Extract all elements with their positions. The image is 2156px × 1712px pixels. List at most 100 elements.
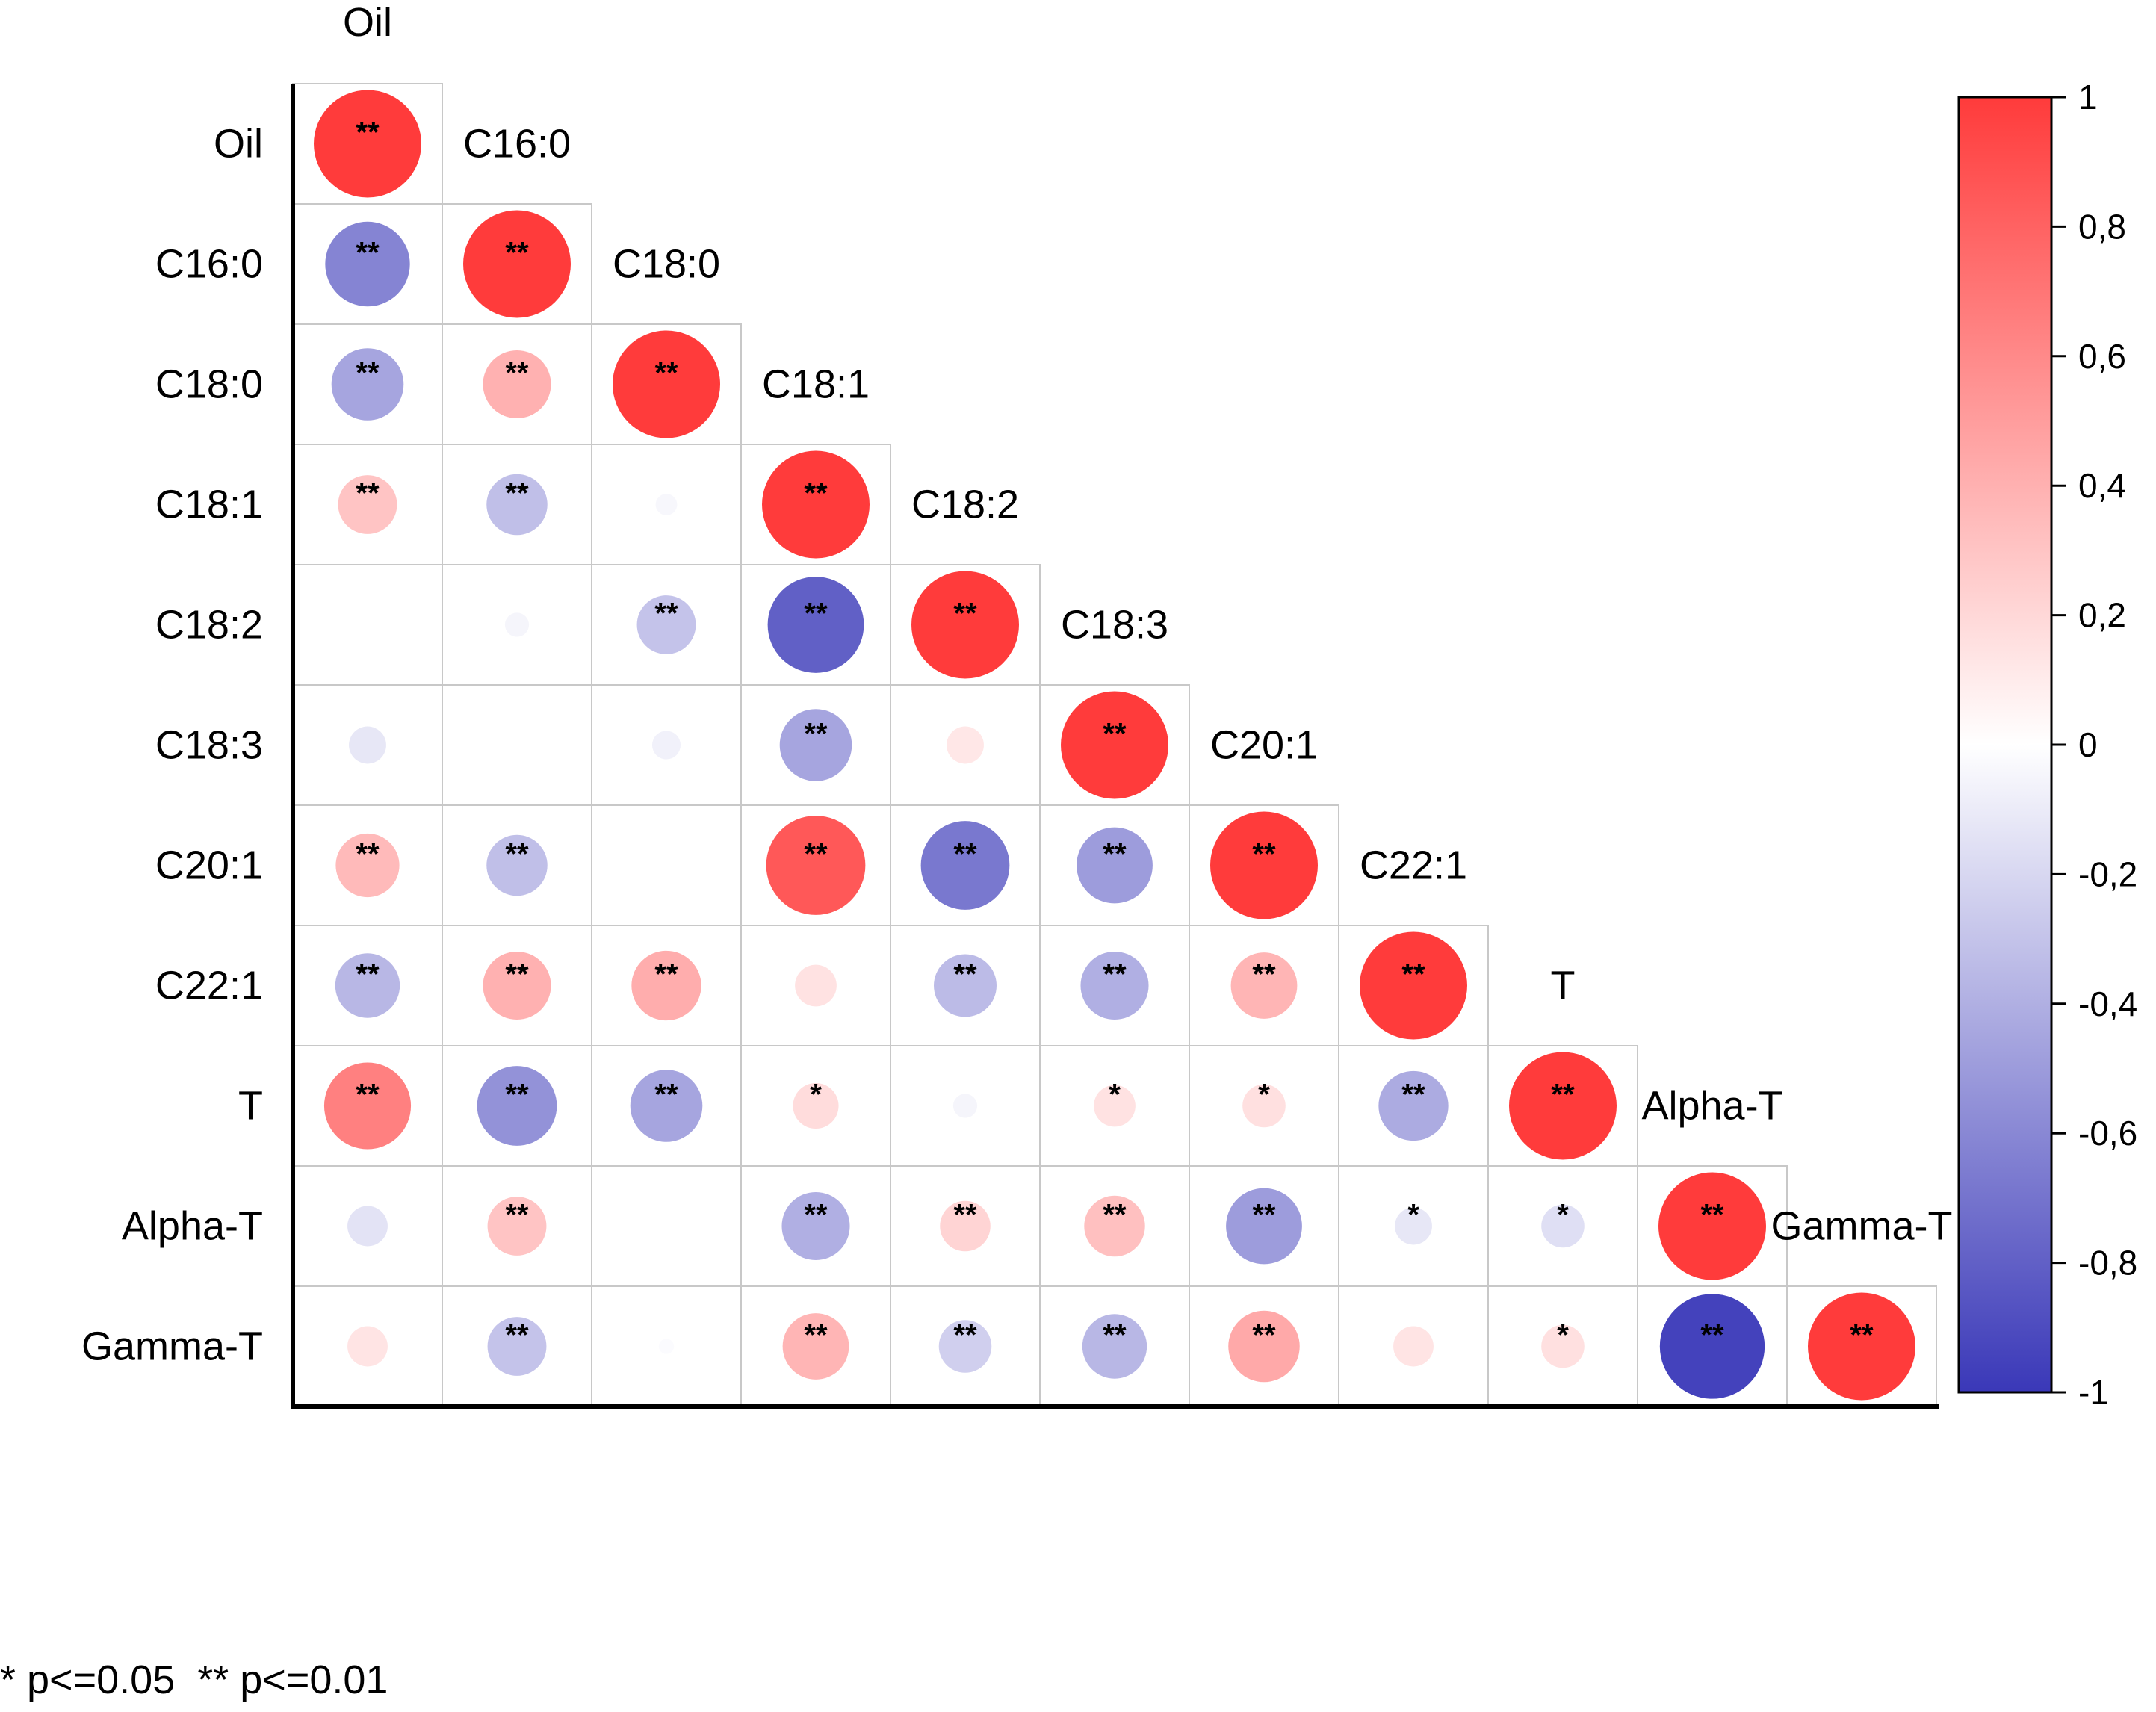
colorbar-tick-label: 0,8 <box>2078 207 2126 246</box>
significance-mark: ** <box>804 1199 828 1232</box>
corr-circle-T-C18:3 <box>1094 1085 1136 1127</box>
significance-mark: ** <box>356 1079 380 1111</box>
corr-circle-C18:2-C16:0 <box>504 612 530 637</box>
cell-C18:3-C16:0 <box>442 684 592 806</box>
corr-circle-C22:1-C20:1 <box>1230 952 1298 1019</box>
significance-mark: ** <box>1850 1319 1874 1352</box>
corr-circle-C20:1-Oil <box>335 833 400 898</box>
corr-circle-Alpha-T-C18:2 <box>940 1200 991 1252</box>
significance-footnote: * p<=0.05 ** p<=0.01 <box>0 1657 388 1702</box>
significance-mark: ** <box>1103 1199 1127 1232</box>
colorbar-gradient <box>1957 96 2053 1394</box>
corr-circle-C22:1-C18:3 <box>1080 951 1149 1020</box>
significance-mark: * <box>810 1079 822 1111</box>
row-label: Oil <box>214 122 263 167</box>
significance-mark: ** <box>1252 838 1276 871</box>
significance-mark: ** <box>654 357 678 390</box>
row-label: C16:0 <box>155 242 263 287</box>
significance-mark: ** <box>804 838 828 871</box>
significance-mark: ** <box>1103 838 1127 871</box>
corr-circle-C22:1-Oil <box>335 953 400 1018</box>
column-label: C18:1 <box>762 362 870 407</box>
cell-C18:2-Oil <box>292 564 443 686</box>
significance-mark: ** <box>1103 718 1127 751</box>
colorbar-tick-label: 0,6 <box>2078 337 2126 376</box>
column-label: C18:0 <box>613 242 720 287</box>
significance-mark: ** <box>505 237 529 270</box>
colorbar-tick-label: 0 <box>2078 725 2098 764</box>
significance-mark: ** <box>505 1319 529 1352</box>
significance-mark: ** <box>654 1079 678 1111</box>
significance-mark: ** <box>505 477 529 510</box>
correlation-grid: **** **** ** **** ** **** ** **** **** ** ** ** ** **… <box>292 83 1937 1407</box>
significance-mark: ** <box>356 117 380 149</box>
significance-mark: ** <box>356 477 380 510</box>
colorbar-tick-label: -0,6 <box>2078 1114 2137 1153</box>
corr-circle-C18:1-C18:0 <box>655 494 678 515</box>
corr-circle-T-C18:2 <box>952 1094 978 1118</box>
column-label: Alpha-T <box>1641 1084 1782 1129</box>
significance-mark: ** <box>654 958 678 991</box>
corr-circle-C20:1-C18:3 <box>1077 827 1153 904</box>
column-label: C22:1 <box>1360 843 1467 888</box>
significance-mark: ** <box>1103 1319 1127 1352</box>
column-label: Oil <box>343 0 392 45</box>
corr-circle-T-C18:1 <box>793 1082 839 1129</box>
corr-circle-C18:2-C18:0 <box>636 595 696 654</box>
significance-mark: ** <box>356 357 380 390</box>
significance-mark: ** <box>356 237 380 270</box>
corr-circle-C18:3-C18:0 <box>651 731 681 760</box>
corr-circle-C18:3-C18:3 <box>1061 691 1168 799</box>
corr-circle-C22:1-C16:0 <box>483 951 551 1020</box>
corr-circle-C18:1-C18:1 <box>762 450 870 559</box>
corr-circle-Gamma-T-C18:0 <box>658 1339 675 1354</box>
significance-mark: ** <box>1401 958 1425 991</box>
corr-circle-C18:0-Oil <box>331 348 404 421</box>
colorbar-tick-label: 0,4 <box>2078 466 2126 505</box>
row-label: C18:1 <box>155 483 263 527</box>
significance-mark: * <box>1109 1079 1121 1111</box>
significance-mark: ** <box>505 357 529 390</box>
significance-mark: ** <box>356 958 380 991</box>
significance-mark: ** <box>1700 1199 1724 1232</box>
significance-mark: ** <box>953 1319 977 1352</box>
corr-circle-T-C22:1 <box>1378 1070 1449 1141</box>
significance-mark: * <box>1557 1319 1569 1352</box>
corr-circle-Oil-Oil <box>314 90 421 198</box>
column-label: C18:2 <box>911 483 1019 527</box>
significance-mark: ** <box>1700 1319 1724 1352</box>
column-label: T <box>1551 964 1576 1008</box>
significance-mark: ** <box>1103 958 1127 991</box>
cell-Alpha-T-C18:0 <box>591 1165 742 1287</box>
significance-mark: ** <box>505 838 529 871</box>
colorbar-tick-label: -0,2 <box>2078 855 2137 893</box>
significance-mark: ** <box>1252 958 1276 991</box>
row-label: Gamma-T <box>81 1324 263 1369</box>
corr-circle-C20:1-C18:1 <box>766 816 866 915</box>
column-label: Gamma-T <box>1771 1204 1953 1249</box>
significance-mark: ** <box>953 1199 977 1232</box>
colorbar-tick-label: -1 <box>2078 1373 2109 1412</box>
corr-circle-Gamma-T-C22:1 <box>1393 1326 1434 1367</box>
corr-circle-C20:1-C20:1 <box>1210 811 1318 919</box>
colorbar-tick-label: -0,8 <box>2078 1244 2137 1283</box>
corr-circle-Alpha-T-C22:1 <box>1395 1207 1432 1245</box>
corr-circle-T-C16:0 <box>477 1066 557 1146</box>
corr-circle-C20:1-C18:2 <box>920 821 1010 910</box>
corr-circle-Gamma-T-T <box>1541 1324 1585 1368</box>
significance-mark: ** <box>953 838 977 871</box>
corr-circle-C18:2-C18:1 <box>767 577 864 673</box>
corr-circle-C16:0-Oil <box>325 221 410 307</box>
significance-mark: ** <box>505 958 529 991</box>
corr-circle-C18:0-C16:0 <box>483 350 551 419</box>
corr-circle-Gamma-T-C18:2 <box>938 1320 992 1373</box>
significance-mark: ** <box>1551 1079 1575 1111</box>
corr-circle-Alpha-T-C18:1 <box>781 1191 850 1261</box>
corr-circle-T-C20:1 <box>1242 1084 1286 1128</box>
colorbar-tick-label: -0,4 <box>2078 984 2137 1023</box>
row-label: C18:0 <box>155 362 263 407</box>
significance-mark: ** <box>804 1319 828 1352</box>
significance-mark: ** <box>804 477 828 510</box>
corr-circle-Alpha-T-C18:3 <box>1084 1195 1145 1257</box>
